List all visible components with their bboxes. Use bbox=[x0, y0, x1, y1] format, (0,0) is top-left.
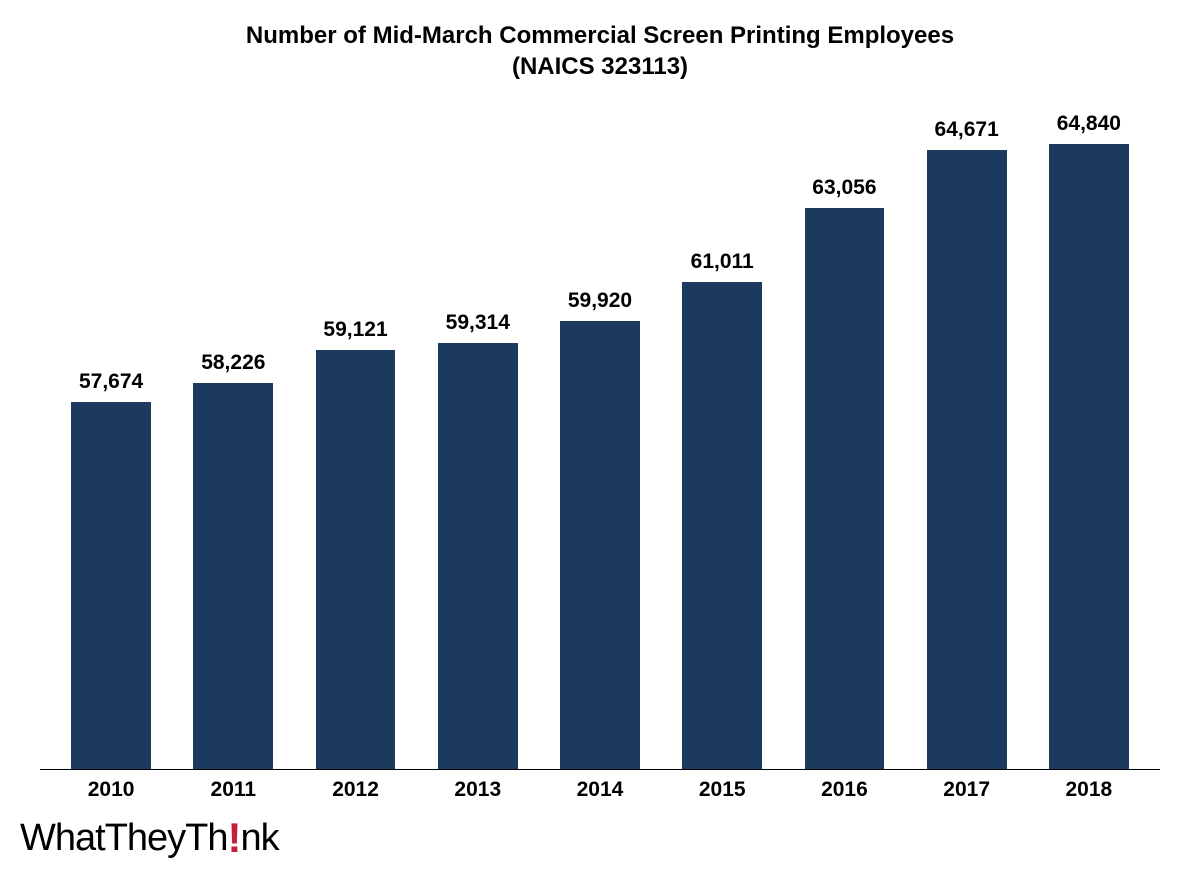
chart-container: Number of Mid-March Commercial Screen Pr… bbox=[0, 0, 1200, 872]
bar-group: 59,121 bbox=[294, 102, 416, 769]
bar-group: 61,011 bbox=[661, 102, 783, 769]
bar-value-label: 59,121 bbox=[323, 318, 387, 342]
chart-title-block: Number of Mid-March Commercial Screen Pr… bbox=[40, 20, 1160, 82]
logo-part2: nk bbox=[241, 817, 279, 860]
bar bbox=[71, 402, 151, 769]
bar-value-label: 61,011 bbox=[691, 250, 754, 274]
bar-value-label: 63,056 bbox=[812, 176, 876, 200]
bar bbox=[682, 282, 762, 769]
bar-group: 63,056 bbox=[783, 102, 905, 769]
x-axis-label: 2015 bbox=[661, 778, 783, 802]
bar-value-label: 64,671 bbox=[935, 118, 999, 142]
bar bbox=[316, 350, 396, 769]
x-axis: 201020112012201320142015201620172018 bbox=[40, 770, 1160, 802]
x-axis-label: 2014 bbox=[539, 778, 661, 802]
bar-group: 58,226 bbox=[172, 102, 294, 769]
bar-group: 59,314 bbox=[417, 102, 539, 769]
bar-group: 59,920 bbox=[539, 102, 661, 769]
bar-value-label: 58,226 bbox=[201, 351, 265, 375]
bar-value-label: 59,920 bbox=[568, 289, 632, 313]
logo-exclaim-icon: ! bbox=[228, 814, 241, 862]
x-axis-label: 2016 bbox=[783, 778, 905, 802]
x-axis-label: 2017 bbox=[906, 778, 1028, 802]
bar bbox=[560, 321, 640, 769]
plot-area: 57,674 58,226 59,121 59,314 59,920 61,011 63,0… bbox=[40, 102, 1160, 770]
x-axis-label: 2013 bbox=[417, 778, 539, 802]
bar bbox=[193, 383, 273, 769]
bar bbox=[1049, 144, 1129, 769]
bar bbox=[927, 150, 1007, 769]
bar-value-label: 57,674 bbox=[79, 370, 143, 394]
bar-group: 64,671 bbox=[906, 102, 1028, 769]
bar bbox=[805, 208, 885, 769]
bar-value-label: 59,314 bbox=[446, 311, 510, 335]
x-axis-label: 2011 bbox=[172, 778, 294, 802]
chart-title-line2: (NAICS 323113) bbox=[40, 51, 1160, 82]
bar-value-label: 64,840 bbox=[1057, 112, 1121, 136]
bar-group: 64,840 bbox=[1028, 102, 1150, 769]
bar-group: 57,674 bbox=[50, 102, 172, 769]
brand-logo: WhatTheyTh!nk bbox=[20, 812, 279, 860]
bar bbox=[438, 343, 518, 769]
chart-title-line1: Number of Mid-March Commercial Screen Pr… bbox=[40, 20, 1160, 51]
x-axis-label: 2018 bbox=[1028, 778, 1150, 802]
x-axis-label: 2012 bbox=[294, 778, 416, 802]
x-axis-label: 2010 bbox=[50, 778, 172, 802]
logo-part1: WhatTheyTh bbox=[20, 817, 228, 860]
